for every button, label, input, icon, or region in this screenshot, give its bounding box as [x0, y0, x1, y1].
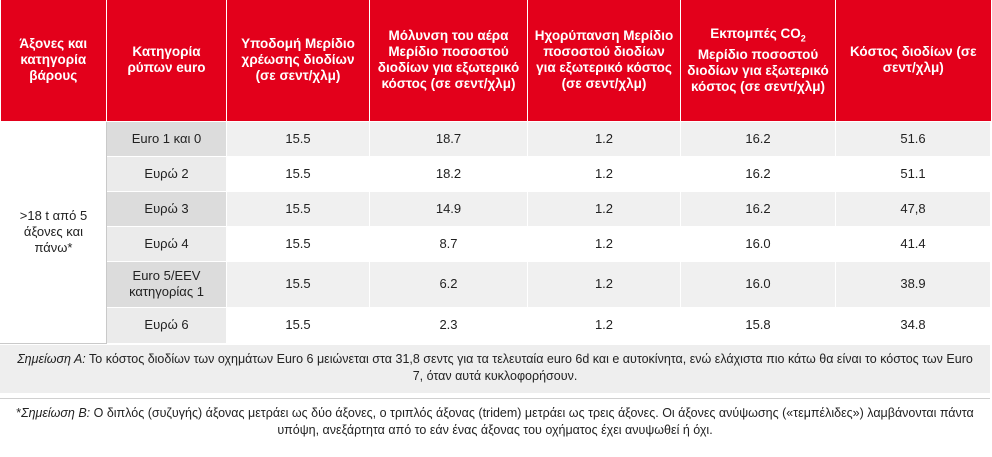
cell-infra: 15.5	[226, 120, 370, 157]
cell-total: 51.1	[835, 155, 991, 192]
header-axles: Άξονες και κατηγορία βάρους	[0, 0, 107, 121]
header-noise: Ηχορύπανση Μερίδιο ποσοστού διοδίων για …	[527, 0, 681, 121]
table-row: Ευρώ 6 15.5 2.3 1.2 15.8 34.8	[1, 306, 991, 344]
cell-air: 18.2	[369, 155, 528, 192]
note-a-label: Σημείωση Α:	[17, 352, 86, 366]
cell-noise: 1.2	[527, 155, 681, 192]
cell-noise: 1.2	[527, 225, 681, 262]
cell-category: Ευρώ 3	[106, 190, 227, 227]
cell-total: 34.8	[835, 306, 991, 344]
header-total-cost: Κόστος διοδίων (σε σεντ/χλμ)	[835, 0, 991, 121]
note-b-label: Σημείωση Β:	[21, 406, 91, 420]
cell-co2: 16.0	[680, 260, 836, 308]
cell-air: 2.3	[369, 306, 528, 344]
cell-co2: 16.2	[680, 120, 836, 157]
cell-noise: 1.2	[527, 260, 681, 308]
cell-total: 41.4	[835, 225, 991, 262]
cell-infra: 15.5	[226, 225, 370, 262]
table-row: Ευρώ 4 15.5 8.7 1.2 16.0 41.4	[1, 225, 991, 262]
cell-infra: 15.5	[226, 190, 370, 227]
header-co2-label: Εκπομπές CO	[710, 25, 801, 41]
cell-co2: 16.2	[680, 155, 836, 192]
cell-category: Euro 1 και 0	[106, 120, 227, 157]
cell-infra: 15.5	[226, 260, 370, 308]
cell-co2: 15.8	[680, 306, 836, 344]
cell-total: 51.6	[835, 120, 991, 157]
cell-air: 18.7	[369, 120, 528, 157]
table-row: Ευρώ 2 15.5 18.2 1.2 16.2 51.1	[1, 155, 991, 192]
cell-air: 8.7	[369, 225, 528, 262]
cell-noise: 1.2	[527, 306, 681, 344]
header-co2-rest: Μερίδιο ποσοστού διοδίων για εξωτερικό κ…	[687, 46, 829, 94]
cell-air: 14.9	[369, 190, 528, 227]
header-infrastructure: Υποδομή Μερίδιο χρέωσης διοδίων (σε σεντ…	[226, 0, 370, 121]
note-a: Σημείωση Α: Το κόστος διοδίων των οχημάτ…	[0, 345, 990, 393]
header-co2: Εκπομπές CO2 Μερίδιο ποσοστού διοδίων για…	[680, 0, 836, 121]
header-co2-subscript: 2	[800, 33, 806, 44]
note-b: *Σημείωση Β: Ο διπλός (συζυγής) άξονας μ…	[0, 398, 990, 456]
cell-total: 47,8	[835, 190, 991, 227]
cell-co2: 16.2	[680, 190, 836, 227]
cell-air: 6.2	[369, 260, 528, 308]
toll-cost-table: Άξονες και κατηγορία βάρους Κατηγορία ρύ…	[0, 0, 991, 344]
header-euro-category: Κατηγορία ρύπων euro	[106, 0, 227, 121]
header-air-pollution: Μόλυνση του αέρα Μερίδιο ποσοστού διοδίω…	[369, 0, 528, 121]
cell-infra: 15.5	[226, 306, 370, 344]
cell-total: 38.9	[835, 260, 991, 308]
cell-infra: 15.5	[226, 155, 370, 192]
table-row: Euro 5/EEV κατηγορίας 1 15.5 6.2 1.2 16.…	[1, 260, 991, 308]
cell-noise: 1.2	[527, 120, 681, 157]
note-b-asterisk: *	[16, 406, 22, 420]
table-row: >18 t από 5 άξονες και πάνω* Euro 1 και …	[0, 120, 991, 344]
cell-category: Ευρώ 4	[106, 225, 227, 262]
axles-group-cell: >18 t από 5 άξονες και πάνω*	[0, 120, 107, 344]
cell-category: Euro 5/EEV κατηγορίας 1	[106, 260, 227, 308]
note-b-text: Ο διπλός (συζυγής) άξονας μετράει ως δύο…	[90, 406, 974, 437]
cell-noise: 1.2	[527, 190, 681, 227]
table-header-row: Άξονες και κατηγορία βάρους Κατηγορία ρύ…	[0, 0, 991, 121]
table-row: Ευρώ 3 15.5 14.9 1.2 16.2 47,8	[1, 190, 991, 227]
cell-category: Ευρώ 6	[106, 306, 227, 344]
note-a-text: Το κόστος διοδίων των οχημάτων Euro 6 με…	[85, 352, 973, 383]
cell-co2: 16.0	[680, 225, 836, 262]
cell-category: Ευρώ 2	[106, 155, 227, 192]
